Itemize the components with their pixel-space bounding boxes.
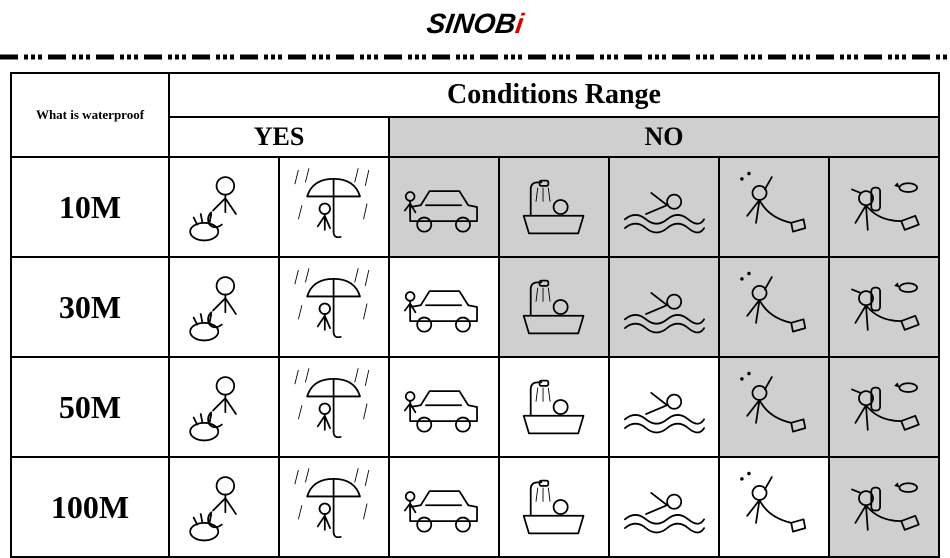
- umbrella-icon: [285, 363, 382, 451]
- umbrella-icon: [285, 463, 382, 551]
- activity-scuba-cell: [829, 257, 939, 357]
- car-icon: [395, 163, 492, 251]
- separator-dashed: [0, 48, 950, 66]
- swim-icon: [615, 163, 712, 251]
- brand-row: SINOBi: [0, 0, 950, 48]
- header-yes: YES: [169, 117, 389, 157]
- activity-umbrella-cell: [279, 157, 389, 257]
- swim-icon: [615, 263, 712, 351]
- wash-icon: [175, 363, 272, 451]
- scuba-icon: [835, 163, 932, 251]
- scuba-icon: [835, 463, 932, 551]
- activity-car-cell: [389, 457, 499, 557]
- activity-bath-cell: [499, 157, 609, 257]
- activity-swim-cell: [609, 157, 719, 257]
- activity-swim-cell: [609, 357, 719, 457]
- bath-icon: [505, 463, 602, 551]
- bath-icon: [505, 163, 602, 251]
- umbrella-icon: [285, 263, 382, 351]
- activity-wash-cell: [169, 257, 279, 357]
- scuba-icon: [835, 263, 932, 351]
- header-conditions: Conditions Range: [169, 73, 939, 117]
- activity-wash-cell: [169, 457, 279, 557]
- header-no: NO: [389, 117, 939, 157]
- activity-umbrella-cell: [279, 357, 389, 457]
- snorkel-icon: [725, 163, 822, 251]
- activity-snorkel-cell: [719, 357, 829, 457]
- brand-logo: SINOBi: [425, 8, 526, 40]
- depth-cell: 30M: [11, 257, 169, 357]
- bath-icon: [505, 263, 602, 351]
- activity-wash-cell: [169, 157, 279, 257]
- swim-icon: [615, 463, 712, 551]
- activity-car-cell: [389, 157, 499, 257]
- depth-cell: 50M: [11, 357, 169, 457]
- depth-cell: 10M: [11, 157, 169, 257]
- car-icon: [395, 363, 492, 451]
- activity-snorkel-cell: [719, 157, 829, 257]
- table-wrap: What is waterproof Conditions Range YES …: [0, 66, 950, 558]
- wash-icon: [175, 163, 272, 251]
- table-row: 50M: [11, 357, 939, 457]
- snorkel-icon: [725, 263, 822, 351]
- activity-scuba-cell: [829, 157, 939, 257]
- umbrella-icon: [285, 163, 382, 251]
- table-row: 10M: [11, 157, 939, 257]
- bath-icon: [505, 363, 602, 451]
- wash-icon: [175, 463, 272, 551]
- depth-cell: 100M: [11, 457, 169, 557]
- car-icon: [395, 263, 492, 351]
- activity-bath-cell: [499, 357, 609, 457]
- activity-umbrella-cell: [279, 457, 389, 557]
- table-body: 10M30M50M100M: [11, 157, 939, 557]
- waterproof-table: What is waterproof Conditions Range YES …: [10, 72, 940, 558]
- swim-icon: [615, 363, 712, 451]
- activity-bath-cell: [499, 457, 609, 557]
- scuba-icon: [835, 363, 932, 451]
- activity-car-cell: [389, 257, 499, 357]
- snorkel-icon: [725, 363, 822, 451]
- snorkel-icon: [725, 463, 822, 551]
- activity-car-cell: [389, 357, 499, 457]
- activity-swim-cell: [609, 257, 719, 357]
- activity-bath-cell: [499, 257, 609, 357]
- header-what: What is waterproof: [11, 73, 169, 157]
- activity-snorkel-cell: [719, 257, 829, 357]
- table-row: 30M: [11, 257, 939, 357]
- brand-text: SINOB: [425, 8, 518, 39]
- wash-icon: [175, 263, 272, 351]
- car-icon: [395, 463, 492, 551]
- activity-snorkel-cell: [719, 457, 829, 557]
- header-row-1: What is waterproof Conditions Range: [11, 73, 939, 117]
- activity-scuba-cell: [829, 357, 939, 457]
- table-row: 100M: [11, 457, 939, 557]
- activity-swim-cell: [609, 457, 719, 557]
- activity-wash-cell: [169, 357, 279, 457]
- activity-umbrella-cell: [279, 257, 389, 357]
- activity-scuba-cell: [829, 457, 939, 557]
